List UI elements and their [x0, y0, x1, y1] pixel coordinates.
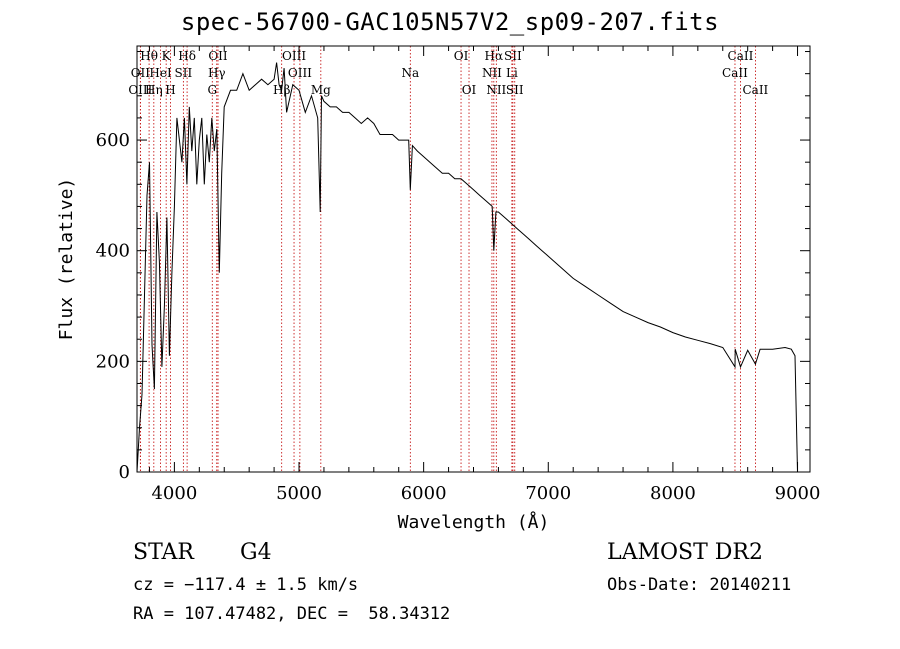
axes	[136, 45, 811, 473]
marker-label-7: SII	[504, 49, 522, 63]
x-tick-label-3: 7000	[525, 483, 571, 504]
object-class: STAR	[133, 540, 194, 565]
chart-title: spec-56700-GAC105N57V2_sp09-207.fits	[180, 8, 720, 36]
x-tick-label-5: 9000	[775, 483, 821, 504]
y-tick-label-2: 400	[96, 241, 130, 262]
marker-label-17: CaII	[722, 66, 748, 80]
x-tick-label-4: 8000	[650, 483, 696, 504]
marker-label-3: OII	[208, 49, 228, 63]
x-tick-label-0: 4000	[151, 483, 197, 504]
observation-date: Obs-Date: 20140211	[607, 575, 792, 595]
marker-label-12: Hγ	[208, 66, 226, 80]
marker-label-18: OIII	[128, 83, 152, 97]
marker-label-4: OIII	[282, 49, 306, 63]
marker-label-21: G	[207, 83, 217, 97]
coordinates: RA = 107.47482, DEC = 58.34312	[133, 604, 451, 624]
marker-label-10: HeI	[149, 66, 172, 80]
marker-label-19: Hη	[145, 83, 163, 97]
spectrum-line-0	[136, 62, 798, 473]
y-tick-label-0: 0	[119, 462, 130, 483]
marker-label-15: NII	[482, 66, 502, 80]
marker-label-1: K	[162, 49, 172, 63]
plot-frame	[136, 45, 811, 473]
marker-label-27: CaII	[742, 83, 768, 97]
marker-label-6: Hα	[485, 49, 504, 63]
marker-label-25: NII	[486, 83, 506, 97]
marker-label-24: OI	[462, 83, 477, 97]
marker-label-9: OII	[131, 66, 151, 80]
marker-label-0: Hθ	[140, 49, 158, 63]
marker-label-16: Li	[506, 66, 518, 80]
marker-label-5: OI	[454, 49, 469, 63]
x-axis-label: Wavelength (Å)	[398, 511, 550, 533]
object-subclass: G4	[240, 540, 272, 565]
marker-label-11: SII	[175, 66, 193, 80]
marker-label-8: CaII	[728, 49, 754, 63]
y-tick-label-1: 200	[96, 351, 130, 372]
survey-name: LAMOST DR2	[607, 540, 763, 565]
marker-label-14: Na	[401, 66, 419, 80]
x-tick-label-2: 6000	[401, 483, 447, 504]
marker-label-26: SII	[506, 83, 524, 97]
redshift-info: cz = −117.4 ± 1.5 km/s	[133, 575, 359, 595]
tick-labels: 4000 5000 6000 7000 8000 9000 0 200 400 600	[96, 130, 821, 504]
marker-label-2: Hδ	[178, 49, 196, 63]
ticks	[137, 46, 810, 473]
marker-label-13: OIII	[288, 66, 312, 80]
marker-label-23: Mg	[311, 83, 331, 97]
y-tick-label-3: 600	[96, 130, 130, 151]
series-group	[136, 62, 798, 473]
marker-label-20: H	[165, 83, 175, 97]
y-axis-label: Flux (relative)	[56, 178, 77, 341]
x-tick-label-1: 5000	[276, 483, 322, 504]
